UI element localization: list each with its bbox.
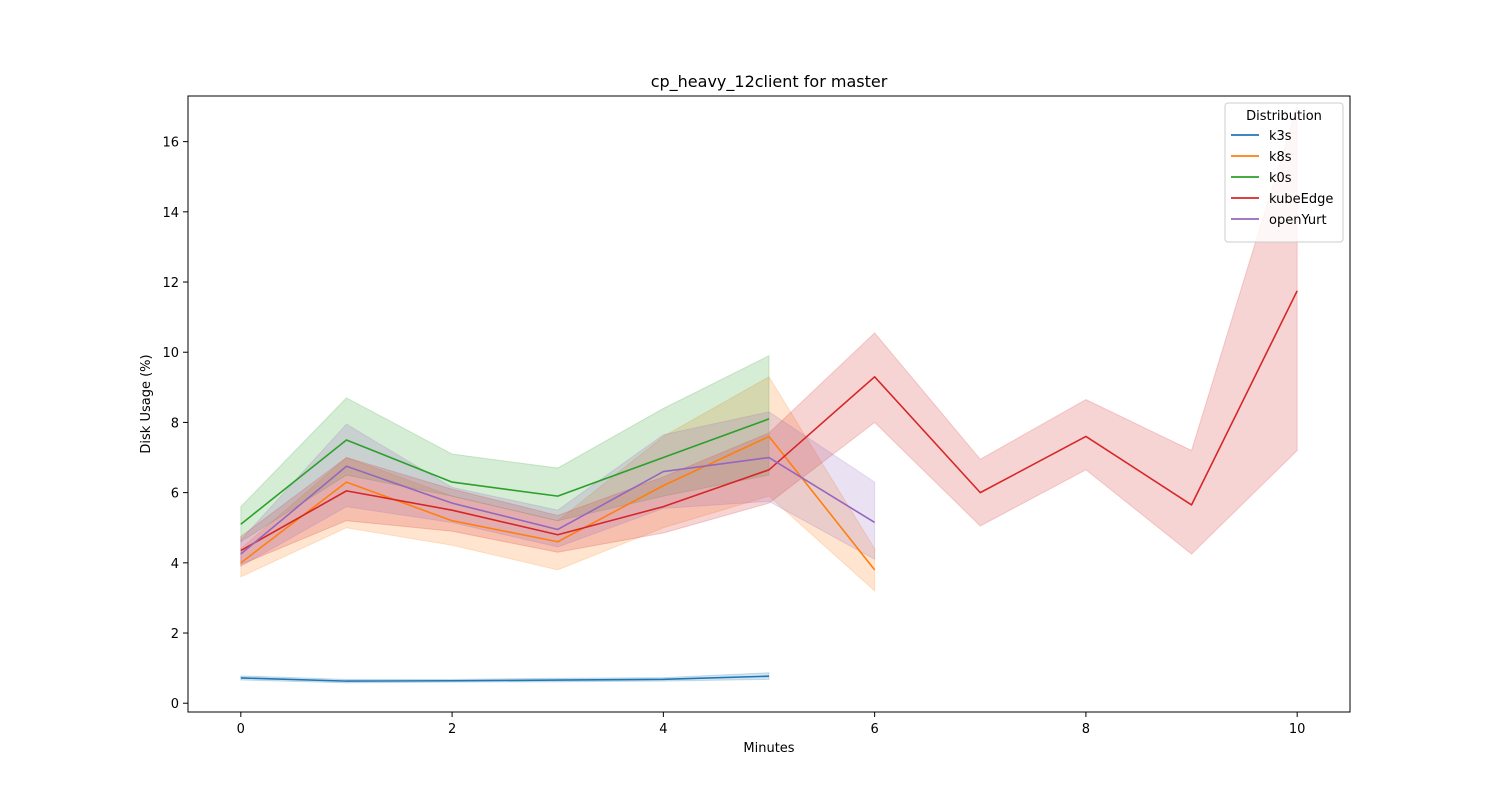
y-tick-label: 8 (171, 416, 179, 431)
legend-label: k8s (1269, 150, 1292, 165)
y-tick-label: 14 (162, 206, 179, 221)
legend-item-openYurt: openYurt (1231, 213, 1327, 228)
line-k8s (240, 435, 876, 571)
plot-frame (187, 95, 1351, 713)
legend-item-kubeEdge: kubeEdge (1231, 192, 1333, 207)
line-k0s (240, 418, 770, 525)
legend-label: k0s (1269, 171, 1292, 186)
legend-item-k3s: k3s (1231, 129, 1292, 144)
x-tick-label: 4 (659, 722, 667, 737)
x-axis-label: Minutes (743, 741, 794, 756)
chart-title: cp_heavy_12client for master (651, 72, 888, 92)
x-axis: 0 2 4 6 8 10 (237, 712, 1306, 737)
y-tick-label: 6 (171, 487, 179, 502)
band-k0s (240, 354, 770, 543)
band-k8s (240, 376, 876, 593)
legend-items: k3s k8s k0s kubeEdge openYurt (1231, 129, 1333, 228)
legend-box (1224, 102, 1344, 243)
x-tick-label: 8 (1082, 722, 1090, 737)
x-tick-label: 10 (1289, 722, 1306, 737)
x-tick-label: 0 (237, 722, 245, 737)
y-tick-label: 12 (162, 276, 179, 291)
legend: Distribution k3s k8s k0s kubeEdge openYurt (1224, 102, 1344, 243)
legend-label: kubeEdge (1269, 192, 1333, 207)
y-axis-label: Disk Usage (%) (139, 354, 154, 453)
legend-item-k8s: k8s (1231, 150, 1292, 165)
legend-label: k3s (1269, 129, 1292, 144)
y-tick-label: 0 (171, 697, 179, 712)
y-tick-label: 4 (171, 557, 179, 572)
x-tick-label: 2 (448, 722, 456, 737)
line-kubeEdge (240, 290, 1298, 552)
x-tick-label: 6 (870, 722, 878, 737)
series-lines (240, 290, 1298, 682)
line-openYurt (240, 456, 876, 555)
line-k3s (240, 675, 770, 682)
y-tick-label: 10 (162, 346, 179, 361)
legend-item-k0s: k0s (1231, 171, 1292, 186)
y-tick-label: 2 (171, 627, 179, 642)
y-tick-label: 16 (162, 136, 179, 151)
band-kubeEdge (240, 106, 1298, 566)
confidence-bands (240, 106, 1298, 684)
band-openYurt (240, 411, 876, 568)
y-axis: 0 2 4 6 8 10 12 14 16 (162, 136, 188, 712)
legend-label: openYurt (1269, 213, 1327, 228)
legend-title: Distribution (1246, 109, 1322, 124)
